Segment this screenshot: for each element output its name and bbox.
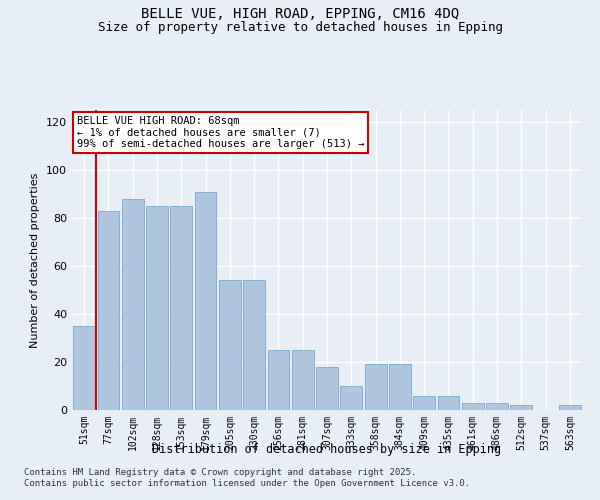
Bar	[97, 211, 119, 410]
Text: Distribution of detached houses by size in Epping: Distribution of detached houses by size …	[152, 442, 502, 456]
Y-axis label: Number of detached properties: Number of detached properties	[31, 172, 40, 348]
Bar	[292, 350, 314, 410]
Bar	[268, 350, 289, 410]
Bar	[316, 367, 338, 410]
Bar	[73, 326, 95, 410]
Bar	[437, 396, 460, 410]
Bar	[511, 405, 532, 410]
Bar	[170, 206, 192, 410]
Bar	[340, 386, 362, 410]
Bar	[413, 396, 435, 410]
Bar	[389, 364, 411, 410]
Bar	[365, 364, 386, 410]
Text: BELLE VUE, HIGH ROAD, EPPING, CM16 4DQ: BELLE VUE, HIGH ROAD, EPPING, CM16 4DQ	[141, 8, 459, 22]
Bar	[486, 403, 508, 410]
Bar	[462, 403, 484, 410]
Bar	[559, 405, 581, 410]
Text: BELLE VUE HIGH ROAD: 68sqm
← 1% of detached houses are smaller (7)
99% of semi-d: BELLE VUE HIGH ROAD: 68sqm ← 1% of detac…	[77, 116, 365, 149]
Text: Contains HM Land Registry data © Crown copyright and database right 2025.
Contai: Contains HM Land Registry data © Crown c…	[24, 468, 470, 487]
Bar	[122, 199, 143, 410]
Bar	[146, 206, 168, 410]
Bar	[243, 280, 265, 410]
Bar	[194, 192, 217, 410]
Bar	[219, 280, 241, 410]
Text: Size of property relative to detached houses in Epping: Size of property relative to detached ho…	[97, 21, 503, 34]
